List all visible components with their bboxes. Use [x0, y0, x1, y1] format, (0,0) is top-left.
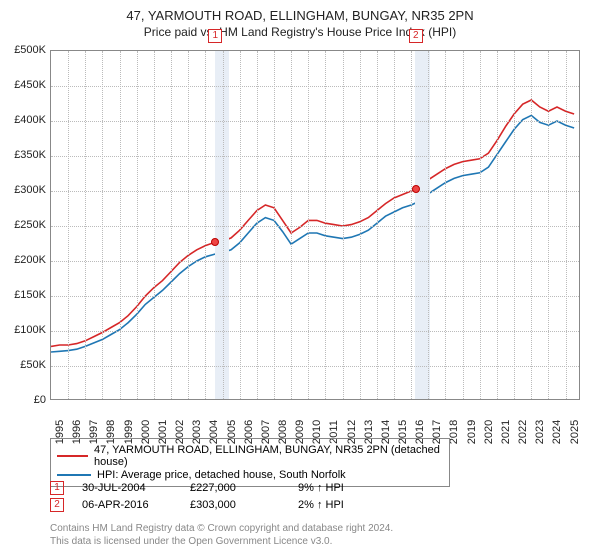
gridline-v: [102, 51, 103, 399]
plot-area: 12: [50, 50, 580, 400]
gridline-h: [51, 261, 579, 262]
gridline-v: [223, 51, 224, 399]
transaction-price: £303,000: [190, 499, 280, 511]
y-tick-label: £100K: [6, 324, 46, 336]
gridline-v: [257, 51, 258, 399]
x-tick-label: 2025: [569, 420, 581, 444]
series-hpi: [51, 115, 574, 352]
x-tick-label: 2024: [551, 420, 563, 444]
legend-swatch: [57, 455, 88, 457]
transaction-delta: 9% ↑ HPI: [298, 482, 388, 494]
gridline-v: [394, 51, 395, 399]
x-tick-label: 2018: [448, 420, 460, 444]
transaction-row: 1 30-JUL-2004 £227,000 9% ↑ HPI: [50, 481, 388, 495]
gridline-h: [51, 366, 579, 367]
gridline-v: [274, 51, 275, 399]
attribution-line: This data is licensed under the Open Gov…: [50, 535, 393, 548]
gridline-v: [120, 51, 121, 399]
marker-dot: [412, 185, 420, 193]
chart-titles: 47, YARMOUTH ROAD, ELLINGHAM, BUNGAY, NR…: [0, 0, 600, 39]
x-tick-label: 2023: [534, 420, 546, 444]
legend-swatch: [57, 474, 91, 476]
gridline-v: [531, 51, 532, 399]
gridline-v: [428, 51, 429, 399]
gridline-v: [154, 51, 155, 399]
gridline-v: [360, 51, 361, 399]
y-tick-label: £50K: [6, 359, 46, 371]
y-tick-label: £500K: [6, 44, 46, 56]
x-tick-label: 2019: [466, 420, 478, 444]
y-tick-label: £300K: [6, 184, 46, 196]
gridline-v: [205, 51, 206, 399]
y-tick-label: £400K: [6, 114, 46, 126]
gridline-v: [480, 51, 481, 399]
gridline-h: [51, 86, 579, 87]
gridline-v: [171, 51, 172, 399]
x-tick-label: 2022: [517, 420, 529, 444]
transaction-row: 2 06-APR-2016 £303,000 2% ↑ HPI: [50, 498, 388, 512]
gridline-v: [377, 51, 378, 399]
attribution-line: Contains HM Land Registry data © Crown c…: [50, 522, 393, 535]
gridline-v: [445, 51, 446, 399]
series-price_paid: [51, 100, 574, 346]
gridline-h: [51, 121, 579, 122]
transaction-date: 06-APR-2016: [82, 499, 172, 511]
transaction-date: 30-JUL-2004: [82, 482, 172, 494]
gridline-v: [463, 51, 464, 399]
gridline-v: [85, 51, 86, 399]
gridline-v: [411, 51, 412, 399]
y-tick-label: £0: [6, 394, 46, 406]
x-tick-label: 2020: [483, 420, 495, 444]
y-tick-label: £250K: [6, 219, 46, 231]
gridline-v: [291, 51, 292, 399]
transactions-table: 1 30-JUL-2004 £227,000 9% ↑ HPI 2 06-APR-2016…: [50, 478, 388, 515]
gridline-v: [308, 51, 309, 399]
legend-row: 47, YARMOUTH ROAD, ELLINGHAM, BUNGAY, NR…: [57, 444, 443, 468]
gridline-v: [325, 51, 326, 399]
transaction-delta: 2% ↑ HPI: [298, 499, 388, 511]
gridline-v: [343, 51, 344, 399]
gridline-h: [51, 296, 579, 297]
gridline-v: [566, 51, 567, 399]
gridline-h: [51, 226, 579, 227]
attribution-text: Contains HM Land Registry data © Crown c…: [50, 522, 393, 548]
marker-label: 1: [208, 29, 222, 43]
gridline-v: [514, 51, 515, 399]
y-tick-label: £150K: [6, 289, 46, 301]
marker-label: 2: [409, 29, 423, 43]
transaction-marker: 2: [50, 498, 64, 512]
x-tick-label: 2021: [500, 420, 512, 444]
marker-dot: [211, 238, 219, 246]
gridline-v: [548, 51, 549, 399]
gridline-v: [188, 51, 189, 399]
transaction-marker: 1: [50, 481, 64, 495]
gridline-v: [240, 51, 241, 399]
chart-title: 47, YARMOUTH ROAD, ELLINGHAM, BUNGAY, NR…: [0, 8, 600, 23]
chart-subtitle: Price paid vs. HM Land Registry's House …: [0, 25, 600, 39]
gridline-h: [51, 191, 579, 192]
gridline-v: [497, 51, 498, 399]
gridline-v: [68, 51, 69, 399]
legend-label: 47, YARMOUTH ROAD, ELLINGHAM, BUNGAY, NR…: [94, 444, 443, 468]
y-tick-label: £350K: [6, 149, 46, 161]
y-tick-label: £450K: [6, 79, 46, 91]
y-tick-label: £200K: [6, 254, 46, 266]
transaction-price: £227,000: [190, 482, 280, 494]
gridline-h: [51, 331, 579, 332]
gridline-h: [51, 156, 579, 157]
gridline-v: [137, 51, 138, 399]
